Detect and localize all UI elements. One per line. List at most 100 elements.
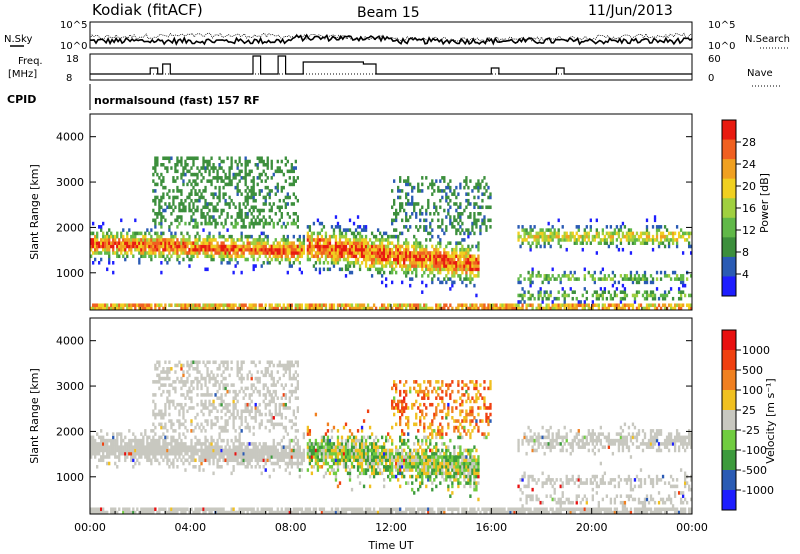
heatmap-cell [421, 182, 424, 187]
heatmap-cell [451, 261, 454, 265]
heatmap-cell [132, 254, 135, 259]
heatmap-cell [126, 507, 129, 512]
heatmap-cell [314, 442, 318, 446]
heatmap-cell [240, 215, 243, 219]
heatmap-cell [397, 303, 400, 308]
heatmap-cell [433, 182, 436, 187]
heatmap-cell [184, 247, 187, 252]
heatmap-cell [356, 231, 360, 236]
heatmap-cell [114, 445, 117, 449]
heatmap-cell [180, 192, 183, 196]
heatmap-cell [581, 247, 584, 252]
heatmap-cell [152, 208, 155, 213]
heatmap-cell [477, 267, 480, 272]
heatmap-cell [637, 280, 641, 285]
heatmap-cell [202, 468, 205, 472]
heatmap-cell [465, 251, 468, 255]
heatmap-cell [421, 189, 424, 193]
heatmap-cell [140, 445, 143, 449]
heatmap-cell [238, 370, 241, 374]
heatmap-cell [471, 221, 474, 226]
heatmap-cell [206, 360, 209, 365]
heatmap-cell [429, 270, 432, 275]
heatmap-cell [156, 458, 159, 463]
heatmap-cell [461, 212, 464, 216]
heatmap-cell [206, 370, 209, 374]
heatmap-cell [302, 448, 306, 453]
heatmap-cell [106, 448, 109, 453]
heatmap-cell [168, 507, 171, 512]
heatmap-cell [539, 303, 542, 308]
heatmap-cell [425, 218, 428, 223]
heatmap-cell [679, 303, 683, 308]
heatmap-cell [419, 303, 422, 308]
heatmap-cell [449, 267, 452, 272]
heatmap-cell [92, 306, 95, 311]
heatmap-cell [226, 251, 229, 255]
heatmap-cell [254, 465, 257, 469]
heatmap-cell [218, 231, 221, 236]
heatmap-cell [258, 212, 261, 216]
heatmap-cell [318, 270, 322, 275]
heatmap-cell [523, 238, 526, 242]
heatmap-cell [124, 507, 127, 512]
heatmap-cell [124, 251, 127, 255]
heatmap-cell [675, 238, 679, 242]
heatmap-cell [100, 244, 103, 249]
heatmap-cell [230, 234, 233, 239]
heatmap-cell [463, 238, 466, 242]
heatmap-cell [286, 270, 289, 275]
heatmap-cell [194, 234, 197, 239]
heatmap-cell [457, 303, 460, 308]
heatmap-cell [204, 510, 207, 515]
heatmap-cell [270, 507, 273, 512]
heatmap-cell [194, 244, 197, 249]
heatmap-cell [617, 234, 621, 239]
heatmap-cell [270, 244, 273, 249]
heatmap-cell [234, 402, 237, 407]
heatmap-cell [627, 303, 631, 308]
heatmap-cell [300, 507, 304, 512]
heatmap-cell [156, 360, 159, 365]
heatmap-cell [100, 455, 103, 459]
heatmap-cell [124, 510, 127, 515]
heatmap-cell [419, 251, 422, 255]
heatmap-cell [643, 280, 647, 285]
heatmap-cell [310, 448, 314, 453]
heatmap-cell [130, 251, 133, 255]
heatmap-cell [172, 241, 175, 245]
heatmap-cell [419, 241, 422, 245]
heatmap-cell [164, 412, 167, 417]
heatmap-cell [435, 208, 438, 213]
heatmap-cell [453, 257, 456, 262]
heatmap-cell [583, 277, 586, 281]
heatmap-cell [336, 303, 340, 308]
heatmap-cell [260, 303, 263, 308]
heatmap-cell [160, 445, 163, 449]
heatmap-cell [483, 215, 486, 219]
heatmap-cell [627, 241, 631, 245]
heatmap-cell [258, 451, 261, 456]
heatmap-cell [202, 376, 205, 381]
heatmap-cell [234, 393, 237, 397]
heatmap-cell [601, 228, 605, 232]
y-tick-label: 3000 [56, 176, 84, 189]
heatmap-cell [226, 510, 229, 515]
heatmap-cell [449, 189, 452, 193]
heatmap-cell [443, 254, 446, 259]
heatmap-cell [290, 166, 293, 170]
heatmap-cell [407, 179, 410, 183]
heatmap-cell [292, 461, 295, 466]
heatmap-cell [110, 241, 113, 245]
heatmap-cell [415, 303, 418, 308]
heatmap-cell [435, 251, 438, 255]
heatmap-cell [405, 267, 408, 272]
heatmap-cell [585, 241, 588, 245]
heatmap-cell [276, 306, 279, 311]
heatmap-cell [393, 198, 396, 203]
heatmap-cell [166, 399, 169, 404]
heatmap-cell [234, 172, 237, 177]
heatmap-cell [260, 247, 263, 252]
heatmap-cell [236, 192, 239, 196]
heatmap-cell [200, 458, 203, 463]
